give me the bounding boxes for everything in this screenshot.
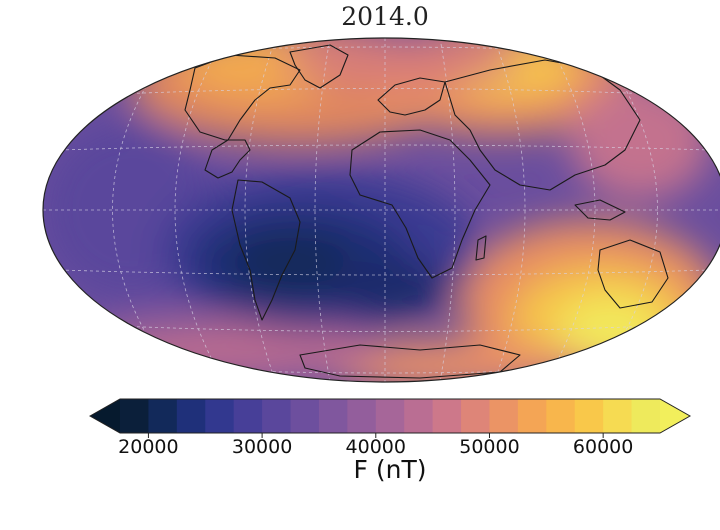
colorbar-segment [603,399,633,433]
colorbar [88,398,692,438]
colorbar-tick-label: 60000 [572,436,634,458]
colorbar-segments [120,399,661,433]
colorbar-segment [631,399,661,433]
colorbar-extend-high [660,399,690,433]
colorbar-extend-low [90,399,120,433]
colorbar-segment [404,399,434,433]
colorbar-segment [176,399,206,433]
colorbar-label: F (nT) [353,455,427,484]
colorbar-segment [489,399,519,433]
colorbar-tick-label: 30000 [231,436,293,458]
globe-outline [42,37,720,383]
colorbar-segment [574,399,604,433]
colorbar-segment [347,399,377,433]
colorbar-segment [205,399,235,433]
colorbar-outline [88,398,692,434]
colorbar-segment [120,399,149,433]
colorbar-segment [318,399,348,433]
colorbar-segment [148,399,178,433]
colorbar-ticks [147,433,604,438]
colorbar-segment [233,399,263,433]
colorbar-tick-label: 50000 [459,436,520,458]
colorbar-segment [262,399,292,433]
map-title: 2014.0 [341,2,429,31]
colorbar-segment [290,399,320,433]
colorbar-segment [517,399,547,433]
colorbar-tick-label: 40000 [345,436,406,458]
colorbar-segment [432,399,462,433]
colorbar-segment [461,399,490,433]
colorbar-tick-label: 20000 [118,436,179,458]
colorbar-segment [546,399,576,433]
colorbar-segment [375,399,405,433]
